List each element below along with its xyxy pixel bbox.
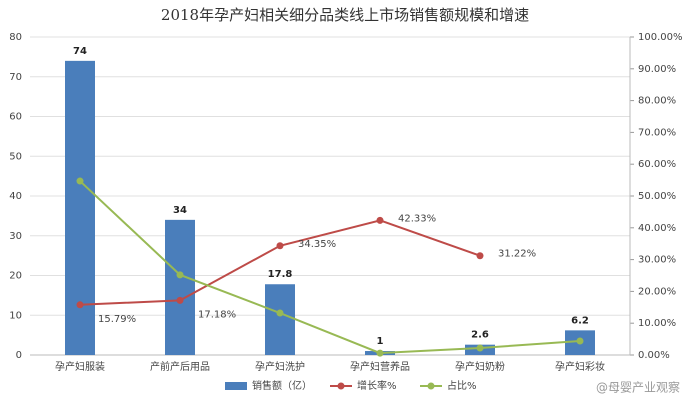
x-tick-label: 孕产妇洗护 — [255, 360, 305, 373]
watermark: @母婴产业观察 — [596, 381, 680, 395]
bar — [165, 219, 195, 355]
y-tick-label: 70 — [9, 72, 22, 83]
line-point — [76, 177, 84, 185]
line-point — [76, 301, 84, 309]
x-tick-label: 孕产妇服装 — [55, 360, 105, 373]
line-label: 15.79% — [98, 314, 136, 325]
bar-label: 74 — [73, 46, 87, 57]
legend-label: 销售额（亿） — [252, 379, 312, 392]
y-tick-label: 0 — [16, 350, 22, 361]
y2-tick-label: 60.00% — [638, 159, 676, 170]
y-tick-label: 20 — [9, 271, 22, 282]
x-tick-label: 孕产妇奶粉 — [455, 360, 505, 373]
y2-tick-label: 80.00% — [638, 96, 676, 107]
legend-swatch — [427, 382, 435, 390]
legend-label: 占比% — [447, 379, 477, 392]
y2-tick-label: 0.00% — [638, 350, 670, 361]
x-tick-label: 孕产妇营养品 — [350, 360, 410, 373]
legend-label: 增长率% — [357, 379, 397, 392]
legend-swatch — [225, 382, 247, 390]
line-point — [376, 349, 384, 357]
y-tick-label: 60 — [9, 112, 22, 123]
y2-tick-label: 10.00% — [638, 318, 676, 329]
bar — [65, 60, 95, 355]
bar-label: 6.2 — [571, 315, 589, 326]
bar-label: 1 — [377, 336, 384, 347]
line-point — [576, 337, 584, 345]
y2-tick-label: 90.00% — [638, 64, 676, 75]
line-point — [476, 252, 484, 260]
x-tick-label: 孕产妇彩妆 — [555, 360, 605, 373]
line-point — [376, 216, 384, 224]
y2-tick-label: 30.00% — [638, 255, 676, 266]
legend-swatch — [337, 382, 345, 390]
line-point — [176, 271, 184, 279]
bar-label: 2.6 — [471, 330, 489, 341]
y2-tick-label: 20.00% — [638, 286, 676, 297]
line — [79, 180, 581, 355]
y-tick-label: 40 — [9, 191, 22, 202]
line-point — [476, 344, 484, 352]
bar-label: 34 — [173, 205, 187, 216]
y-tick-label: 10 — [9, 310, 22, 321]
line-label: 42.33% — [398, 213, 436, 224]
y2-tick-label: 100.00% — [638, 32, 683, 43]
y-tick-label: 30 — [9, 231, 22, 242]
bar — [265, 284, 295, 355]
x-tick-label: 产前产后用品 — [150, 360, 210, 373]
y-tick-label: 50 — [9, 151, 22, 162]
y-tick-label: 80 — [9, 32, 22, 43]
y2-tick-label: 70.00% — [638, 127, 676, 138]
y2-tick-label: 40.00% — [638, 223, 676, 234]
line-label: 17.18% — [198, 309, 236, 320]
y2-tick-label: 50.00% — [638, 191, 676, 202]
bar-label: 17.8 — [268, 269, 293, 280]
line-label: 34.35% — [298, 239, 336, 250]
line-label: 31.22% — [498, 249, 536, 260]
line-point — [276, 242, 284, 250]
line-point — [276, 309, 284, 317]
chart-title: 2018年孕产妇相关细分品类线上市场销售额规模和增速 — [161, 6, 529, 24]
line-point — [176, 296, 184, 304]
